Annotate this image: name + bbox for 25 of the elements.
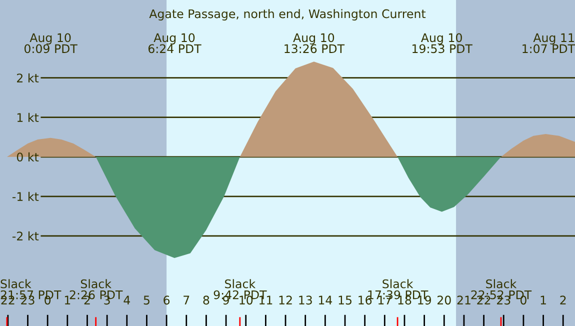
y-tick-label: 0 kt bbox=[16, 152, 39, 162]
x-tick-label: 14 bbox=[318, 296, 332, 304]
x-tick-label: 20 bbox=[437, 296, 451, 305]
x-tick-label: 12 bbox=[279, 296, 292, 304]
text: Agate Passage, north end, Washington Current bbox=[149, 9, 426, 21]
y-tick-label: 2 kt bbox=[17, 73, 39, 82]
x-tick-label: 4 bbox=[124, 296, 130, 304]
x-tick-label: 2 bbox=[560, 296, 566, 304]
x-tick-label: 21 bbox=[457, 296, 470, 304]
x-tick-label: 1 bbox=[64, 296, 70, 304]
annotation: Aug 10 19:53 PDT bbox=[412, 33, 472, 54]
annotation: Aug 10 0:09 PDT bbox=[24, 33, 78, 54]
x-tick-label: 1 bbox=[540, 296, 546, 304]
x-tick-label: 6 bbox=[164, 296, 170, 305]
x-tick-label: 5 bbox=[144, 296, 150, 305]
x-tick-label: 13 bbox=[299, 296, 312, 305]
y-tick-label: -1 kt bbox=[12, 192, 39, 201]
x-tick-label: 8 bbox=[203, 296, 210, 305]
annotation: Aug 11 1:07 PDT bbox=[522, 33, 575, 54]
y-tick-label: -2 kt bbox=[12, 231, 39, 240]
x-tick-label: 15 bbox=[338, 296, 352, 305]
annotation: Aug 10 13:26 PDT bbox=[284, 33, 345, 54]
y-tick-label: 1 kt bbox=[17, 112, 39, 122]
x-tick-label: 7 bbox=[184, 296, 190, 304]
annotation: Aug 10 6:24 PDT bbox=[148, 33, 202, 54]
